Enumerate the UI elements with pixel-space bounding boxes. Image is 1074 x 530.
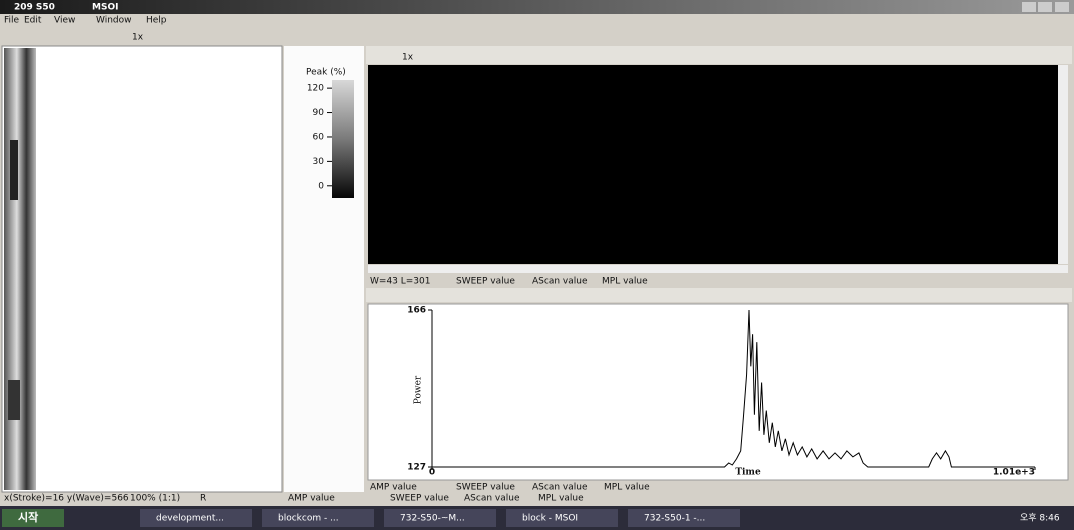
view-status: AScan value [532,277,588,287]
plot-status: SWEEP value [456,483,515,493]
menu-item[interactable]: File [4,16,20,26]
start-label[interactable]: 시작 [18,510,38,524]
status-bar-text: AScan value [464,494,520,504]
toolbar-zoom[interactable]: 1x [402,53,414,63]
view-status: W=43 L=301 [370,277,431,287]
colorbar-tick-label: 120 [307,84,324,94]
plot-status: AScan value [532,483,588,493]
start-button[interactable] [2,509,64,527]
close-button[interactable] [1055,2,1069,12]
status-bar-text: 100% (1:1) [130,494,180,504]
taskbar-button[interactable] [140,509,252,527]
plot-status: MPL value [604,483,650,493]
y-tick-label: 166 [407,306,426,316]
scan-strip [4,48,36,490]
taskbar-button[interactable] [384,509,496,527]
y-tick-label: 127 [407,463,426,473]
scrollbar[interactable] [368,265,1068,273]
taskbar-button[interactable] [262,509,374,527]
power-line [432,309,1035,468]
taskbar-button-label[interactable]: 732-S50-1 -... [644,514,705,524]
colorbar-tick-label: 60 [313,132,325,142]
menu-item[interactable]: Edit [24,16,42,26]
scrollbar[interactable] [1058,65,1068,264]
toolbar-zoom[interactable]: 1x [132,33,144,43]
colorbar-tick-label: 30 [313,157,325,167]
taskbar-button-label[interactable]: 732-S50-~M... [400,514,465,524]
taskbar-button-label[interactable]: blockcom - ... [278,514,339,524]
image-view [368,65,1058,264]
status-bar-text: SWEEP value [390,494,449,504]
taskbar-button-label[interactable]: development... [156,514,224,524]
clock: 오후 8:46 [1020,513,1060,524]
x-tick-label: 0 [429,468,435,478]
colorbar-tick-label: 90 [313,108,325,118]
view-status: MPL value [602,277,648,287]
menu-item[interactable]: View [54,16,75,26]
x-tick-label: 1.01e+3 [993,468,1035,478]
plot-toolbar [366,288,1072,302]
minimize-button[interactable] [1022,2,1036,12]
toolbar [0,27,1074,45]
y-axis-label: Power [414,375,424,404]
maximize-button[interactable] [1038,2,1052,12]
window-title: 209 S50 [14,3,55,13]
taskbar-button-label[interactable]: block - MSOI [522,514,578,524]
image-panel [1,45,283,493]
colorbar [332,80,354,198]
x-axis-label: Time [735,468,761,478]
taskbar-button[interactable] [628,509,740,527]
scan-strip-detail [8,380,20,420]
status-bar-text: x(Stroke)=16 y(Wave)=566 [4,494,129,504]
plot-panel [367,303,1069,481]
status-bar-text: AMP value [288,494,335,504]
colorbar-tick-label: 0 [318,181,324,191]
taskbar-button[interactable] [506,509,618,527]
window-app: MSOI [92,3,118,13]
view-status: SWEEP value [456,277,515,287]
plot-status: AMP value [370,483,417,493]
title-bar [0,0,1074,14]
scan-strip-detail [10,140,18,200]
status-bar-text: R [200,494,206,504]
menu-item[interactable]: Help [146,16,167,26]
status-bar-text: MPL value [538,494,584,504]
colorbar-label: Peak (%) [306,68,346,78]
menu-item[interactable]: Window [96,16,132,26]
view-toolbar [366,46,1072,64]
